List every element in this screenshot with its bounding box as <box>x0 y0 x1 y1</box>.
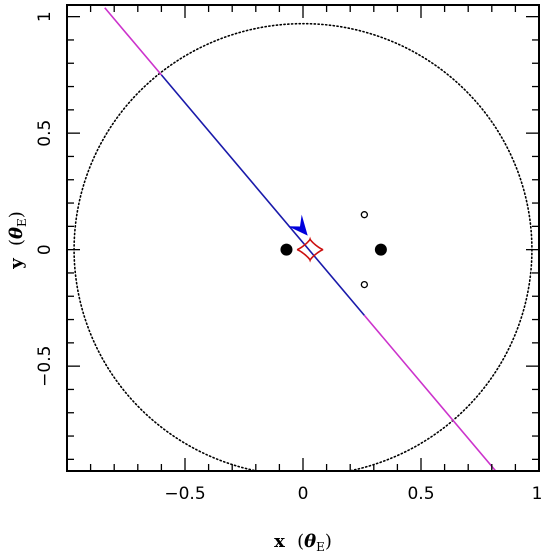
lens-mass-2 <box>374 243 387 256</box>
y-axis-label-close: ) <box>6 211 27 218</box>
y-axis-label: y (θE) <box>6 211 29 270</box>
x-axis-label-theta: θ <box>304 531 316 552</box>
x-axis-label-var: x <box>274 531 285 552</box>
image-point-1 <box>360 211 369 219</box>
trajectory-segment-3 <box>363 314 497 471</box>
tick-labels: −0.5 0 0.5 1 −0.5 0 0.5 1 <box>35 11 542 504</box>
x-axis-label: x (θE) <box>274 531 332 554</box>
y-axis-label-open: ( <box>6 239 27 246</box>
trajectory-segment-1 <box>104 7 163 76</box>
x-tick-label: 1 <box>532 484 543 504</box>
trajectory-segment-2 <box>160 74 365 316</box>
x-axis-label-open: ( <box>297 531 304 552</box>
trajectory-arrow <box>287 214 308 236</box>
caustic <box>296 236 324 263</box>
y-tick-label: 1 <box>35 11 55 22</box>
x-axis-label-sub: E <box>316 540 325 554</box>
y-tick-label: 0 <box>35 244 55 255</box>
y-axis-label-var: y <box>6 258 27 270</box>
x-tick-label: −0.5 <box>164 484 205 504</box>
y-axis-label-sub: E <box>15 218 29 227</box>
y-axis-label-theta: θ <box>6 227 27 239</box>
image-point-2 <box>360 280 369 289</box>
y-tick-label: −0.5 <box>35 346 55 387</box>
x-axis-label-close: ) <box>325 531 332 552</box>
y-tick-label: 0.5 <box>35 120 55 147</box>
x-tick-label: 0 <box>298 484 309 504</box>
lens-mass-1 <box>280 243 293 256</box>
tick-marks <box>66 5 540 471</box>
x-tick-label: 0.5 <box>407 484 434 504</box>
plot-background <box>67 5 539 471</box>
